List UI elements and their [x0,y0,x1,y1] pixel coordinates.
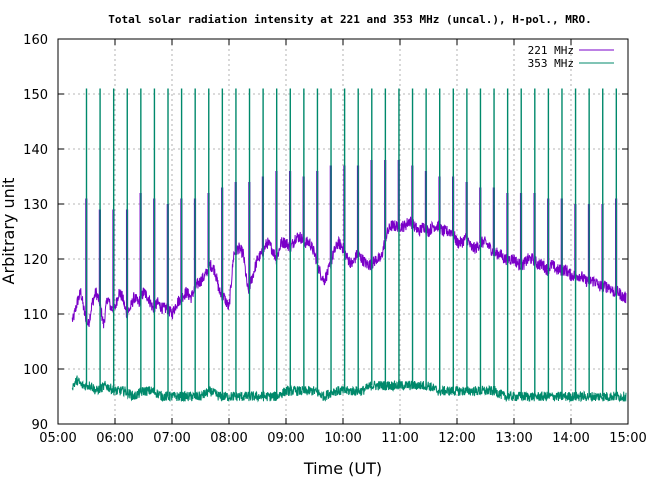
x-axis-title: Time (UT) [303,459,382,478]
y-tick-label: 160 [23,33,48,48]
x-tick-label: 09:00 [267,431,304,446]
x-tick-label: 11:00 [381,431,418,446]
x-tick-label: 14:00 [552,431,589,446]
y-axis-title: Arbitrary unit [0,178,18,285]
plot-frame [57,38,629,425]
series-353-line [71,375,627,403]
x-tick-label: 15:00 [609,431,646,446]
y-tick-label: 130 [23,198,48,213]
plot-area [71,88,627,403]
x-tick-label: 06:00 [96,431,133,446]
x-tick-label: 07:00 [153,431,190,446]
legend-label-353: 353 MHz [528,57,574,70]
x-tick-label: 12:00 [438,431,475,446]
series-221-line [71,216,627,329]
y-tick-label: 110 [23,308,48,323]
chart-title: Total solar radiation intensity at 221 a… [108,13,591,26]
x-tick-label: 13:00 [495,431,532,446]
y-tick-label: 120 [23,253,48,268]
grid-lines [58,39,628,424]
y-tick-label: 90 [31,418,48,433]
x-tick-label: 10:00 [324,431,361,446]
y-tick-label: 150 [23,88,48,103]
chart-legend: 221 MHz 353 MHz [528,44,614,70]
y-tick-label: 140 [23,143,48,158]
legend-label-221: 221 MHz [528,44,574,57]
axis-ticks: 05:00 06:00 07:00 08:00 09:00 10:00 11:00 12:00… [23,33,647,446]
y-tick-label: 100 [23,363,48,378]
x-tick-label: 05:00 [39,431,76,446]
x-tick-label: 08:00 [210,431,247,446]
